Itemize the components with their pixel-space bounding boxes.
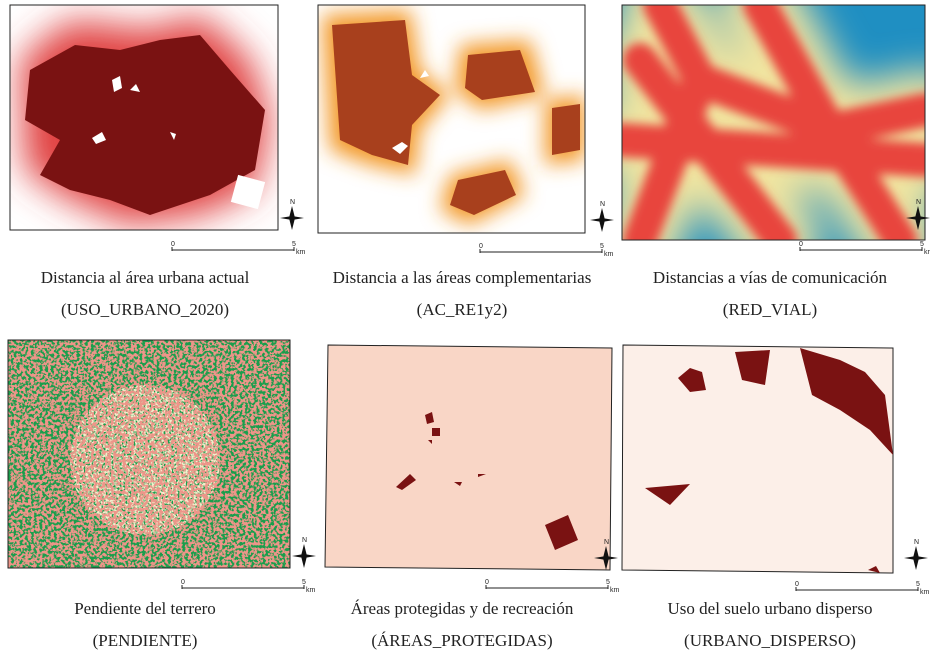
caption-layer: (AC_RE1y2) [417, 300, 508, 319]
caption-layer: (URBANO_DISPERSO) [684, 631, 856, 650]
north-arrow [904, 546, 928, 570]
north-arrow [292, 544, 316, 568]
caption-title: Uso del suelo urbano disperso [668, 599, 873, 618]
map-complementary-distance [318, 5, 585, 233]
scale-unit: km [296, 249, 306, 256]
north-label: N [302, 537, 307, 544]
map-protected-areas [325, 345, 612, 570]
scale-unit: km [306, 587, 316, 594]
scale-label: 5 [600, 243, 604, 250]
north-arrow [280, 206, 304, 230]
scale-label: 5 [606, 579, 610, 586]
north-arrow [590, 208, 614, 232]
scale-label: 0 [171, 241, 175, 248]
map-urban-distance [10, 5, 278, 230]
scale-label: 0 [479, 243, 483, 250]
caption-title: Distancia al área urbana actual [41, 268, 250, 287]
caption-layer: (ÁREAS_PROTEGIDAS) [371, 631, 552, 650]
scale-unit: km [924, 249, 930, 256]
figure: Distancia al área urbana actual (USO_URBA… [0, 0, 930, 660]
caption-layer: (RED_VIAL) [723, 300, 817, 319]
scale-unit: km [610, 587, 620, 594]
caption-layer: (USO_URBANO_2020) [61, 300, 229, 319]
north-label: N [916, 199, 921, 206]
north-label: N [290, 199, 295, 206]
scale-label: 0 [795, 581, 799, 588]
map-dispersed-urban [622, 345, 893, 573]
scale-unit: km [604, 251, 614, 258]
scale-label: 5 [916, 581, 920, 588]
scale-unit: km [920, 589, 930, 596]
north-label: N [914, 539, 919, 546]
caption-title: Pendiente del terrero [74, 599, 216, 618]
north-label: N [600, 201, 605, 208]
caption-title: Distancias a vías de comunicación [653, 268, 888, 287]
scale-label: 0 [485, 579, 489, 586]
scale-label: 0 [181, 579, 185, 586]
map-slope [8, 340, 290, 568]
north-label: N [604, 539, 609, 546]
scale-label: 0 [799, 241, 803, 248]
caption-layer: (PENDIENTE) [93, 631, 198, 650]
scale-label: 5 [292, 241, 296, 248]
scale-label: 5 [302, 579, 306, 586]
map-road-distance [622, 5, 925, 240]
caption-title: Áreas protegidas y de recreación [351, 599, 574, 618]
scale-label: 5 [920, 241, 924, 248]
caption-title: Distancia a las áreas complementarias [333, 268, 592, 287]
